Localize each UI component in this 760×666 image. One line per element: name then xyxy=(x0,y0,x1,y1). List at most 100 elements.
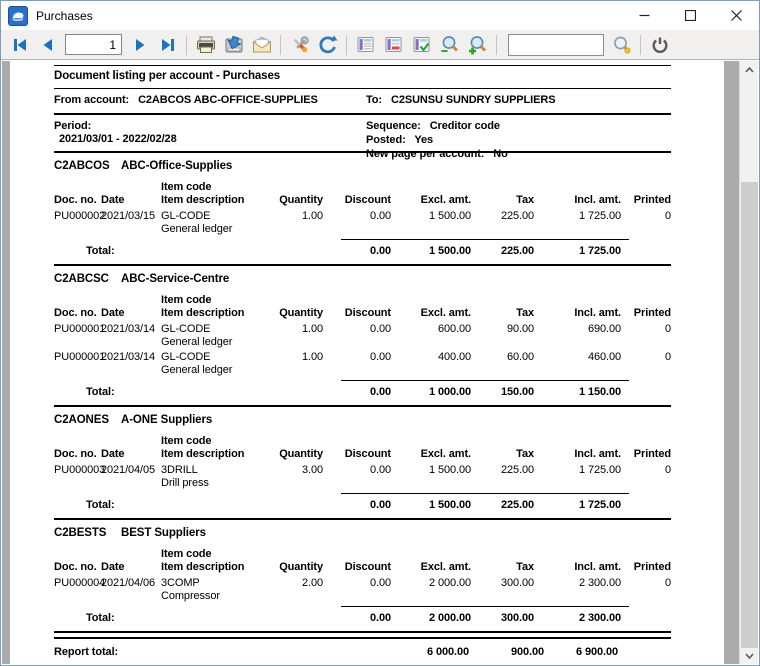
column-header-item: Item code Item description xyxy=(161,181,277,207)
report-total-divider xyxy=(54,637,671,639)
account-name: ABC-Service-Centre xyxy=(121,273,230,285)
posted-value: Yes xyxy=(414,134,434,146)
column-header-item-description: Item description xyxy=(161,307,245,319)
minimize-icon xyxy=(639,14,649,17)
quantity-cell: 1.00 xyxy=(301,210,323,222)
discount-cell: 0.00 xyxy=(369,464,391,476)
column-header-tax: Tax xyxy=(516,307,534,319)
maximize-icon xyxy=(684,10,696,21)
print-button[interactable] xyxy=(192,32,219,57)
zoom-in-icon xyxy=(469,36,487,55)
report-total-row: Report total: 6 000.00 900.00 6 900.00 xyxy=(54,639,671,661)
column-header-item-description: Item description xyxy=(161,194,245,206)
toolbar-separator xyxy=(280,34,281,55)
item-code-cell: 3DRILL xyxy=(161,464,198,476)
column-headers: Doc. no. Date Item code Item description… xyxy=(54,435,671,461)
doc-no-cell: PU000004 xyxy=(54,577,106,589)
account-code: C2ABCOS xyxy=(54,160,110,172)
to-value: C2SUNSU SUNDRY SUPPLIERS xyxy=(390,94,556,106)
layout-page-button[interactable] xyxy=(352,32,379,57)
column-header-discount: Discount xyxy=(344,561,391,573)
report-title: Document listing per account - Purchases xyxy=(54,70,281,82)
window-title: Purchases xyxy=(36,8,93,23)
search-button[interactable] xyxy=(608,32,635,57)
from-account-label: From account: xyxy=(54,94,130,106)
column-header-tax: Tax xyxy=(516,194,534,206)
layout-confirm-button[interactable] xyxy=(408,32,435,57)
power-button[interactable] xyxy=(646,32,673,57)
posted-label: Posted: xyxy=(366,134,406,146)
page-number-input[interactable] xyxy=(65,34,122,55)
app-icon xyxy=(8,5,28,26)
scroll-up-button[interactable] xyxy=(740,61,758,78)
report-options: Sequence: Creditor code Posted: Yes New … xyxy=(366,120,508,162)
account-section: C2BESTS BEST Suppliers Doc. no. Date Ite… xyxy=(54,520,671,633)
minimize-button[interactable] xyxy=(621,1,667,30)
from-account-value: C2ABCOS ABC-OFFICE-SUPPLIES xyxy=(138,94,318,106)
account-name: ABC-Office-Supplies xyxy=(121,160,233,172)
refresh-button[interactable] xyxy=(314,32,341,57)
email-button[interactable] xyxy=(248,32,275,57)
discount-cell: 0.00 xyxy=(369,210,391,222)
zoom-out-button[interactable] xyxy=(436,32,463,57)
item-description-cell: Drill press xyxy=(161,477,209,489)
power-icon xyxy=(652,37,667,53)
report-total-incl: 6 900.00 xyxy=(575,646,618,658)
close-button[interactable] xyxy=(713,1,759,30)
document-rows: PU000003 2021/04/05 3DRILL Drill press 3… xyxy=(54,464,671,490)
caption-buttons xyxy=(621,1,759,30)
document-rows: PU000002 2021/03/15 GL-CODE General ledg… xyxy=(54,210,671,236)
section-total-row: Total: 0.00 2 000.00 300.00 2 300.00 xyxy=(54,607,671,631)
search-input[interactable] xyxy=(508,33,604,56)
item-cell: 3DRILL Drill press xyxy=(161,464,277,490)
total-divider xyxy=(341,493,629,494)
column-header-item-description: Item description xyxy=(161,448,245,460)
total-incl: 2 300.00 xyxy=(578,612,621,624)
column-header-item-code: Item code xyxy=(161,435,212,447)
total-label: Total: xyxy=(86,612,115,624)
layout-margins-button[interactable] xyxy=(380,32,407,57)
previous-page-button[interactable] xyxy=(34,32,61,57)
column-header-discount: Discount xyxy=(344,194,391,206)
export-button[interactable] xyxy=(220,32,247,57)
column-header-item: Item code Item description xyxy=(161,435,277,461)
maximize-button[interactable] xyxy=(667,1,713,30)
column-header-quantity: Quantity xyxy=(279,307,323,319)
zoom-in-button[interactable] xyxy=(464,32,491,57)
section-total-row: Total: 0.00 1 000.00 150.00 1 150.00 xyxy=(54,381,671,405)
scrollbar-thumb[interactable] xyxy=(741,182,758,648)
last-page-button[interactable] xyxy=(154,32,181,57)
print-icon xyxy=(196,36,215,53)
column-header-excl: Excl. amt. xyxy=(420,307,471,319)
next-page-button[interactable] xyxy=(126,32,153,57)
account-section: C2ABCSC ABC-Service-Centre Doc. no. Date… xyxy=(54,266,671,407)
column-header-printed: Printed xyxy=(633,561,671,573)
toolbar-separator xyxy=(346,34,347,55)
close-icon xyxy=(730,10,742,21)
total-label: Total: xyxy=(86,386,115,398)
total-tax: 150.00 xyxy=(500,386,534,398)
vertical-scrollbar[interactable] xyxy=(739,61,758,664)
total-excl: 1 000.00 xyxy=(428,386,471,398)
document-row: PU000003 2021/04/05 3DRILL Drill press 3… xyxy=(54,464,671,490)
total-discount: 0.00 xyxy=(369,245,391,257)
column-header-quantity: Quantity xyxy=(279,448,323,460)
column-headers: Doc. no. Date Item code Item description… xyxy=(54,294,671,320)
settings-button[interactable] xyxy=(286,32,313,57)
discount-cell: 0.00 xyxy=(369,351,391,363)
refresh-icon xyxy=(318,35,337,53)
sequence-row: Sequence: Creditor code xyxy=(366,120,508,133)
total-label: Total: xyxy=(86,499,115,511)
quantity-cell: 3.00 xyxy=(301,464,323,476)
column-header-incl: Incl. amt. xyxy=(574,561,621,573)
document-rows: PU000004 2021/04/06 3COMP Compressor 2.0… xyxy=(54,577,671,603)
date-cell: 2021/04/05 xyxy=(101,464,156,476)
titlebar: Purchases xyxy=(1,1,759,30)
total-discount: 0.00 xyxy=(369,386,391,398)
scroll-down-button[interactable] xyxy=(740,647,758,664)
first-page-button[interactable] xyxy=(6,32,33,57)
document-row: PU000001 2021/03/14 GL-CODE General ledg… xyxy=(54,323,671,349)
column-headers: Doc. no. Date Item code Item description… xyxy=(54,548,671,574)
date-cell: 2021/04/06 xyxy=(101,577,156,589)
